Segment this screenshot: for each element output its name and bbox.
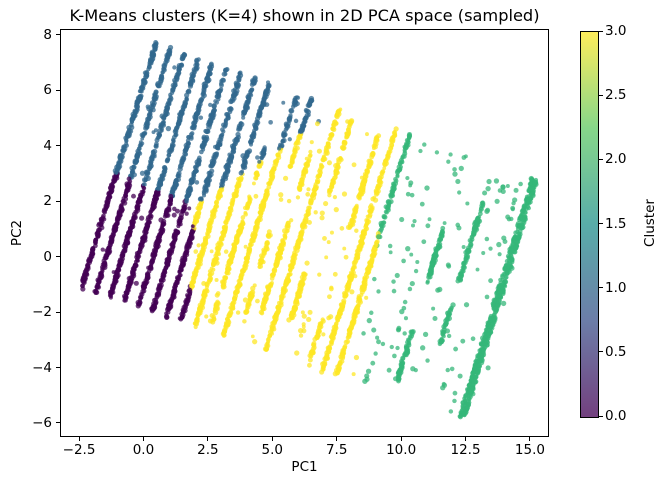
x-tick-mark (529, 437, 531, 441)
x-tick-mark (271, 437, 273, 441)
colorbar-tick-label: 3.0 (605, 23, 627, 39)
colorbar-tick-label: 0.0 (605, 408, 627, 424)
x-tick-mark (78, 437, 80, 441)
colorbar-tick-mark (599, 94, 603, 96)
x-tick-label: 0.0 (132, 442, 155, 458)
x-tick-label: 2.5 (197, 442, 219, 458)
colorbar-tick-label: 1.0 (605, 279, 627, 296)
y-tick-mark (56, 89, 60, 91)
y-tick-mark (56, 311, 60, 313)
colorbar-tick-label: 2.5 (605, 87, 627, 104)
y-tick-mark (56, 256, 60, 258)
x-tick-label: 15.0 (514, 442, 545, 458)
y-tick-label: −6 (32, 414, 52, 431)
x-tick-mark (142, 437, 144, 441)
y-axis-label: PC2 (9, 219, 25, 247)
y-tick-mark (56, 367, 60, 369)
colorbar-tick-label: 0.5 (605, 343, 627, 360)
colorbar-tick-mark (599, 223, 603, 224)
colorbar-tick-mark (599, 287, 603, 289)
y-tick-label: −4 (32, 359, 52, 376)
x-tick-label: 5.0 (261, 442, 284, 458)
x-tick-label: 7.5 (325, 442, 348, 458)
colorbar-tick-mark (599, 351, 603, 353)
y-tick-mark (56, 34, 60, 36)
scatter-points (61, 30, 548, 436)
colorbar-tick-mark (599, 415, 603, 417)
chart-title: K-Means clusters (K=4) shown in 2D PCA s… (69, 6, 540, 25)
colorbar-tick-label: 2.0 (605, 151, 627, 168)
x-tick-mark (465, 437, 467, 441)
x-tick-mark (400, 437, 402, 441)
y-tick-label: 8 (43, 26, 52, 43)
y-tick-label: −2 (32, 304, 52, 321)
y-tick-label: 0 (43, 248, 52, 265)
colorbar-tick-mark (599, 30, 603, 32)
y-tick-mark (56, 145, 60, 147)
y-tick-mark (56, 422, 60, 424)
colorbar-tick-mark (599, 158, 603, 160)
colorbar (580, 31, 599, 418)
colorbar-gradient (581, 32, 598, 417)
x-tick-mark (207, 437, 209, 441)
x-tick-label: −2.5 (62, 442, 96, 458)
x-axis-label: PC1 (291, 459, 318, 475)
x-tick-label: 12.5 (450, 442, 481, 458)
y-tick-label: 4 (43, 137, 52, 154)
y-tick-label: 2 (43, 193, 52, 210)
colorbar-tick-label: 1.5 (605, 215, 627, 232)
x-tick-label: 10.0 (386, 442, 417, 458)
plot-area (60, 29, 549, 437)
x-tick-mark (336, 437, 338, 441)
y-tick-label: 6 (43, 82, 52, 99)
y-tick-mark (56, 200, 60, 202)
